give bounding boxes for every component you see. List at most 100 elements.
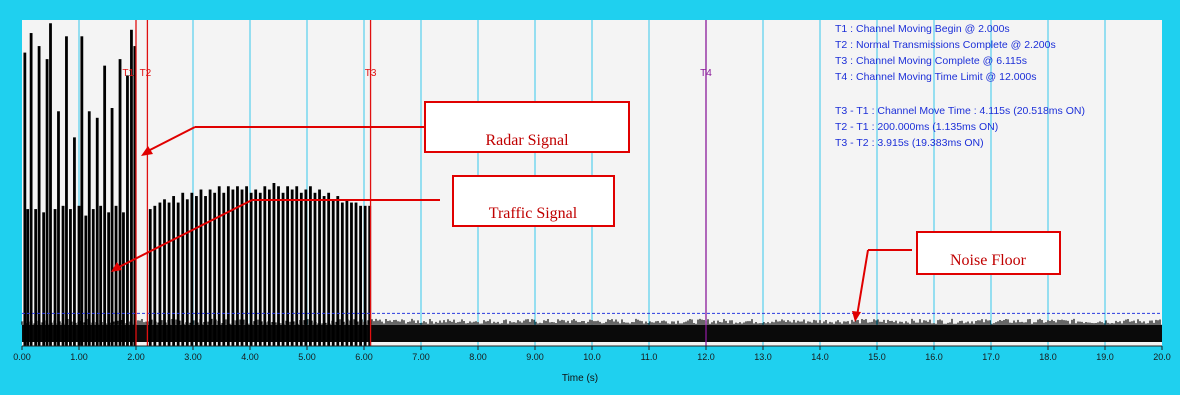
pulse-bar — [176, 202, 180, 346]
pulse-bar — [245, 186, 248, 346]
x-tick-label: 20.0 — [1153, 352, 1171, 362]
pulse-bar — [213, 192, 217, 346]
pulse-bar — [368, 205, 372, 346]
pulse-bar — [84, 215, 88, 346]
x-tick-label: 8.00 — [469, 352, 487, 362]
pulse-bar — [61, 205, 65, 346]
pulse-bar — [327, 192, 331, 346]
time-markers: T1 T2 T3 T4 — [122, 20, 712, 346]
x-tick-label: 19.0 — [1096, 352, 1114, 362]
pulse-bar — [158, 202, 162, 346]
pulse-bar — [299, 192, 303, 346]
info-line-t3-t1: T3 - T1 : Channel Move Time : 4.115s (20… — [835, 105, 1085, 117]
pulse-bars — [23, 23, 372, 347]
x-tick-label: 5.00 — [298, 352, 316, 362]
pulse-bar — [65, 36, 68, 347]
x-tick-label: 15.0 — [868, 352, 886, 362]
pulse-bar — [110, 108, 114, 347]
radar-signal-box — [424, 101, 630, 153]
pulse-bar — [263, 186, 267, 346]
x-tick-label: 4.00 — [241, 352, 259, 362]
info-panel: T1 : Channel Moving Begin @ 2.000s T2 : … — [835, 23, 1085, 149]
pulse-bar — [153, 205, 157, 346]
pulse-bar — [340, 202, 344, 346]
pulse-bar — [37, 46, 41, 347]
pulse-bar — [185, 199, 189, 346]
callout-radar: Radar Signal — [141, 101, 630, 156]
pulse-bar — [87, 111, 91, 346]
x-tick-label: 14.0 — [811, 352, 829, 362]
pulse-bar — [114, 205, 118, 346]
pulse-bar — [363, 205, 367, 346]
pulse-bar — [53, 209, 57, 346]
pulse-bar — [272, 183, 276, 346]
x-tick-label: 1.00 — [70, 352, 88, 362]
marker-label-t3: T3 — [365, 68, 377, 79]
pulse-bar — [122, 212, 125, 346]
x-tick-label: 17.0 — [982, 352, 1000, 362]
pulse-bar — [95, 117, 99, 346]
pulse-bar — [336, 196, 340, 346]
x-tick-label: 10.0 — [583, 352, 601, 362]
info-line-t2-t1: T2 - T1 : 200.000ms (1.135ms ON) — [835, 121, 998, 133]
pulse-bar — [231, 189, 235, 346]
x-tick-label: 16.0 — [925, 352, 943, 362]
pulse-bar — [163, 199, 166, 346]
pulse-bar — [290, 189, 294, 346]
pulse-bar — [331, 199, 335, 346]
info-line-t1: T1 : Channel Moving Begin @ 2.000s — [835, 23, 1010, 35]
x-tick-label: 3.00 — [184, 352, 202, 362]
radar-signal-label: Radar Signal — [485, 132, 569, 149]
pulse-bar — [172, 196, 176, 346]
pulse-bar — [222, 192, 226, 346]
x-tick-label: 2.00 — [127, 352, 145, 362]
pulse-bar — [277, 186, 280, 346]
pulse-bar — [181, 192, 185, 346]
x-tick-label: 6.00 — [355, 352, 373, 362]
x-tick-label: 13.0 — [754, 352, 772, 362]
x-tick-label: 0.00 — [13, 352, 31, 362]
marker-label-t4: T4 — [700, 68, 712, 79]
pulse-bar — [318, 189, 321, 346]
pulse-bar — [77, 205, 81, 346]
pulse-bar — [267, 189, 271, 346]
x-tick-label: 7.00 — [412, 352, 430, 362]
pulse-bar — [26, 209, 30, 346]
callout-noise: Noise Floor — [852, 231, 1061, 322]
pulse-bar — [322, 196, 326, 346]
noise-floor-box — [916, 231, 1061, 275]
pulse-bar — [217, 186, 221, 346]
pulse-bar — [345, 199, 349, 346]
pulse-bar — [236, 186, 239, 346]
pulse-bar — [69, 209, 72, 346]
pulse-bar — [208, 189, 212, 346]
pulse-bar — [354, 202, 358, 346]
pulse-bar — [103, 65, 107, 346]
callout-traffic: Traffic Signal — [111, 175, 615, 272]
pulse-bar — [42, 212, 46, 346]
pulse-bar — [190, 192, 194, 346]
x-axis-label: Time (s) — [562, 373, 598, 384]
pulse-bar — [281, 192, 285, 346]
pulse-bar — [57, 111, 60, 346]
pulse-bar — [195, 196, 198, 346]
pulse-bar — [118, 59, 122, 347]
pulse-bar — [80, 36, 84, 347]
x-tick-label: 9.00 — [526, 352, 544, 362]
pulse-bar — [49, 23, 52, 346]
traffic-signal-label: Traffic Signal — [489, 205, 578, 222]
pulse-bar — [167, 202, 171, 346]
marker-label-t2: T2 — [140, 68, 152, 79]
pulse-bar — [240, 189, 244, 346]
marker-label-t1: T1 — [122, 68, 134, 79]
info-line-t3-t2: T3 - T2 : 3.915s (19.383ms ON) — [835, 137, 984, 149]
pulse-bar — [304, 189, 308, 346]
pulse-bar — [309, 186, 312, 346]
pulse-bar — [199, 189, 203, 346]
pulse-bar — [350, 202, 353, 346]
pulse-bar — [23, 52, 27, 346]
info-line-t4: T4 : Channel Moving Time Limit @ 12.000s — [835, 71, 1037, 83]
x-tick-label: 11.0 — [641, 352, 658, 362]
